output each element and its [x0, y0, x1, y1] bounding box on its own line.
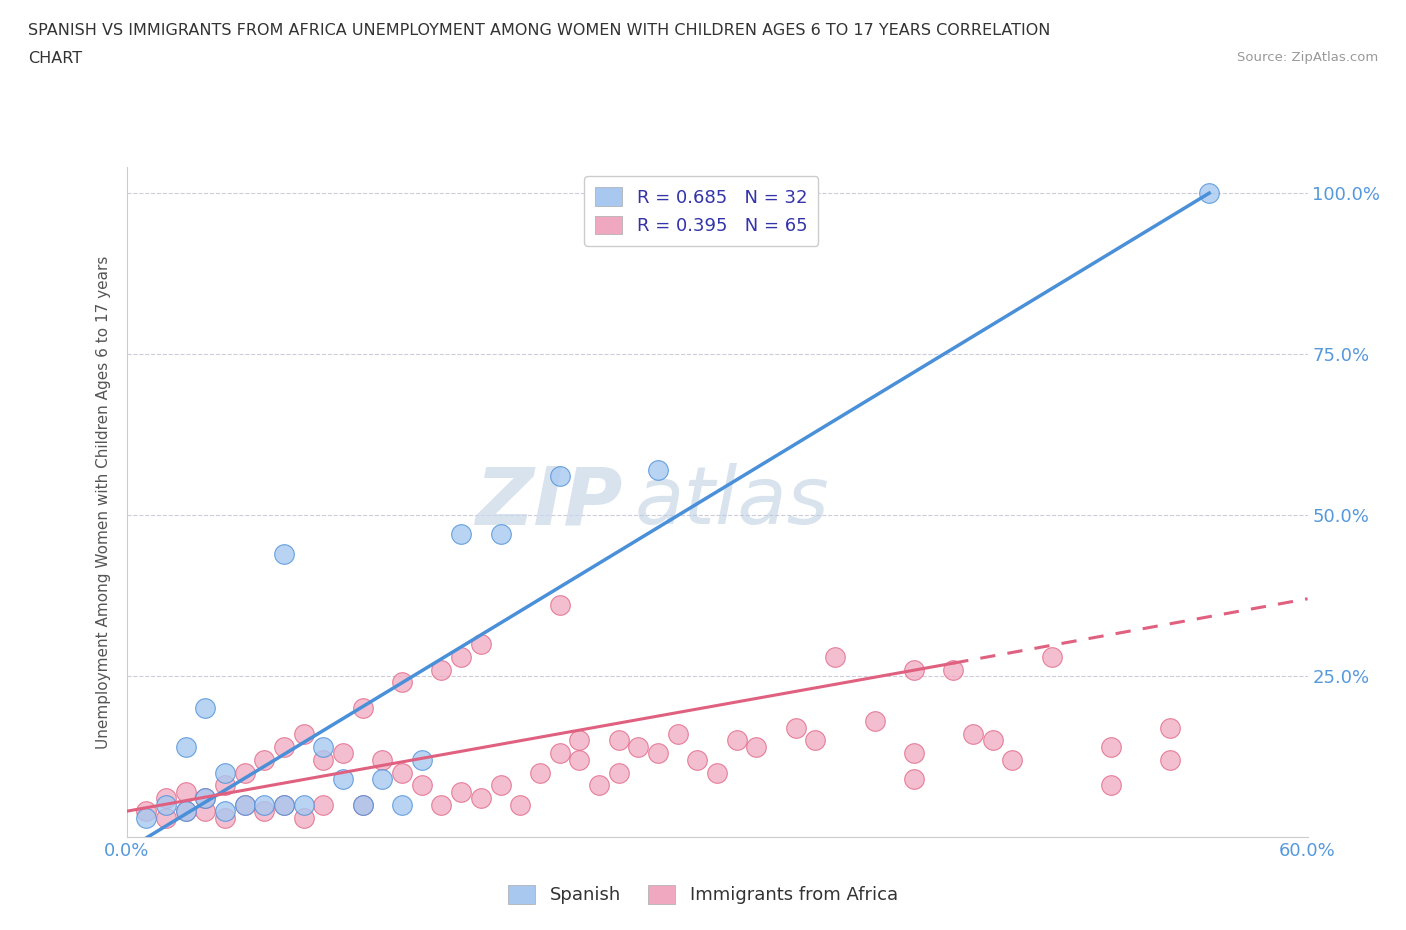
Point [174, 804, 197, 818]
Point [745, 739, 768, 754]
Point [430, 662, 453, 677]
Point [450, 527, 472, 542]
Point [273, 739, 295, 754]
Point [942, 662, 965, 677]
Point [666, 726, 689, 741]
Point [292, 726, 315, 741]
Legend: Spanish, Immigrants from Africa: Spanish, Immigrants from Africa [501, 878, 905, 911]
Point [352, 797, 374, 812]
Point [194, 701, 217, 716]
Point [233, 797, 256, 812]
Point [371, 772, 394, 787]
Point [312, 739, 335, 754]
Point [391, 797, 413, 812]
Point [509, 797, 531, 812]
Point [489, 778, 512, 793]
Point [489, 527, 512, 542]
Text: CHART: CHART [28, 51, 82, 66]
Point [529, 765, 551, 780]
Point [548, 746, 571, 761]
Point [233, 765, 256, 780]
Point [706, 218, 728, 232]
Point [194, 790, 217, 805]
Point [430, 797, 453, 812]
Point [292, 810, 315, 825]
Point [214, 804, 236, 818]
Point [1099, 739, 1122, 754]
Point [627, 739, 650, 754]
Point [352, 701, 374, 716]
Point [568, 733, 591, 748]
Point [607, 733, 630, 748]
Point [824, 649, 846, 664]
Point [647, 462, 669, 477]
Point [214, 765, 236, 780]
Point [371, 752, 394, 767]
Point [765, 218, 787, 232]
Point [411, 778, 433, 793]
Point [450, 785, 472, 800]
Point [903, 662, 925, 677]
Point [548, 598, 571, 613]
Point [233, 797, 256, 812]
Point [352, 797, 374, 812]
Point [470, 790, 492, 805]
Point [391, 765, 413, 780]
Point [1001, 752, 1024, 767]
Point [273, 546, 295, 561]
Point [568, 752, 591, 767]
Point [981, 733, 1004, 748]
Point [174, 739, 197, 754]
Point [548, 469, 571, 484]
Point [725, 733, 748, 748]
Point [588, 778, 610, 793]
Legend: R = 0.685   N = 32, R = 0.395   N = 65: R = 0.685 N = 32, R = 0.395 N = 65 [585, 177, 818, 246]
Point [253, 797, 276, 812]
Point [253, 752, 276, 767]
Point [1099, 778, 1122, 793]
Point [863, 713, 886, 728]
Point [214, 778, 236, 793]
Point [1159, 752, 1181, 767]
Point [174, 785, 197, 800]
Point [312, 797, 335, 812]
Point [785, 720, 807, 735]
Point [1159, 720, 1181, 735]
Point [804, 733, 827, 748]
Point [706, 765, 728, 780]
Point [411, 752, 433, 767]
Point [962, 726, 984, 741]
Point [292, 797, 315, 812]
Point [273, 797, 295, 812]
Point [194, 804, 217, 818]
Point [332, 746, 354, 761]
Text: ZIP: ZIP [475, 463, 623, 541]
Text: SPANISH VS IMMIGRANTS FROM AFRICA UNEMPLOYMENT AMONG WOMEN WITH CHILDREN AGES 6 : SPANISH VS IMMIGRANTS FROM AFRICA UNEMPL… [28, 23, 1050, 38]
Y-axis label: Unemployment Among Women with Children Ages 6 to 17 years: Unemployment Among Women with Children A… [96, 256, 111, 749]
Point [1198, 186, 1220, 201]
Text: Source: ZipAtlas.com: Source: ZipAtlas.com [1237, 51, 1378, 64]
Point [450, 649, 472, 664]
Point [312, 752, 335, 767]
Point [903, 772, 925, 787]
Point [253, 804, 276, 818]
Point [470, 636, 492, 651]
Point [273, 797, 295, 812]
Point [155, 790, 177, 805]
Point [332, 772, 354, 787]
Point [174, 804, 197, 818]
Point [194, 790, 217, 805]
Point [1040, 649, 1063, 664]
Point [135, 804, 157, 818]
Point [214, 810, 236, 825]
Point [155, 810, 177, 825]
Text: atlas: atlas [634, 463, 830, 541]
Point [155, 797, 177, 812]
Point [647, 746, 669, 761]
Point [135, 810, 157, 825]
Point [686, 752, 709, 767]
Point [391, 675, 413, 690]
Point [607, 765, 630, 780]
Point [903, 746, 925, 761]
